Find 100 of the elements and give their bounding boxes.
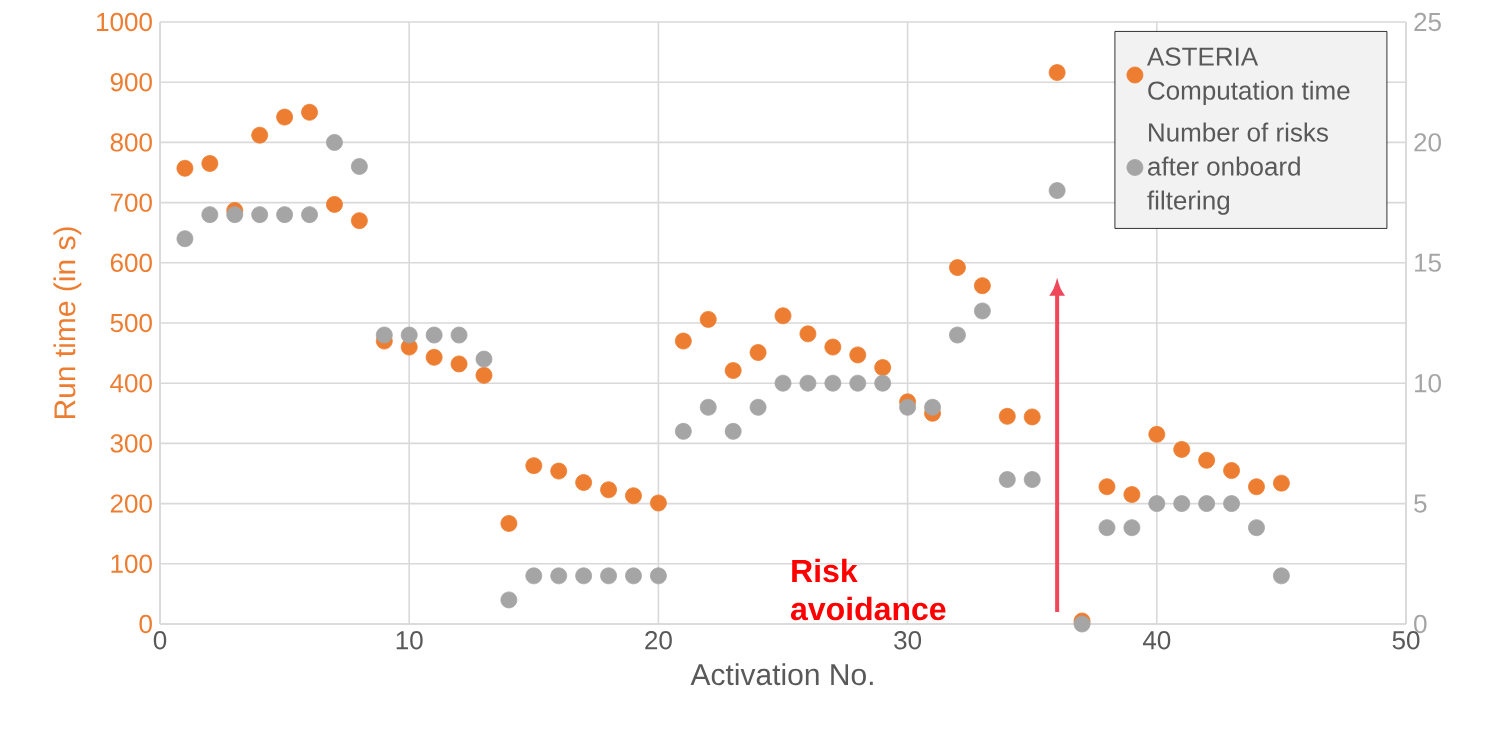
point (326, 133, 343, 151)
point (1173, 441, 1191, 458)
y-tick-label: 500 (110, 313, 152, 333)
y-tick-label: 100 (111, 554, 152, 573)
y-tick-label: 1000 (97, 12, 152, 32)
x-tick-label: 30 (894, 631, 922, 650)
point (1048, 182, 1066, 199)
point (924, 398, 941, 416)
point (650, 494, 667, 512)
point (350, 158, 368, 175)
point (1123, 486, 1141, 503)
point (1148, 495, 1166, 512)
point (973, 302, 991, 320)
point (1023, 408, 1041, 426)
point (849, 374, 867, 392)
y-tick-label: 400 (110, 373, 152, 393)
point (550, 462, 568, 480)
point (301, 103, 318, 121)
point (201, 206, 219, 224)
point (774, 307, 792, 325)
point (949, 259, 966, 277)
x-tick-label: 20 (645, 631, 672, 650)
point (1048, 64, 1066, 81)
point (824, 338, 842, 356)
point (1273, 474, 1290, 492)
point (276, 206, 294, 224)
x-axis-title: Activation No. (690, 663, 873, 686)
point (301, 206, 318, 224)
point (874, 359, 892, 376)
y-tick-label: 0 (139, 614, 152, 634)
point (749, 398, 767, 416)
point (699, 310, 717, 328)
point (450, 355, 468, 373)
point (575, 567, 593, 585)
point (1198, 451, 1216, 469)
legend-label: ASTERIA Computation time (1146, 47, 1350, 105)
point (450, 326, 468, 344)
point (600, 567, 617, 585)
y2-tick-label: 25 (1414, 12, 1441, 32)
y-tick-label: 200 (110, 494, 152, 513)
annotation: Risk avoidance (791, 558, 946, 621)
point (1098, 519, 1116, 537)
point (799, 325, 817, 343)
point (973, 277, 991, 295)
point (1223, 462, 1240, 479)
point (500, 515, 518, 532)
point (575, 474, 593, 491)
point (350, 212, 368, 230)
point (400, 326, 418, 344)
y-tick-label: 300 (110, 434, 152, 453)
legend-label: Number of risks after onboard filtering (1147, 122, 1328, 215)
point (550, 567, 568, 585)
point (525, 567, 543, 585)
y-tick-label: 800 (110, 133, 152, 152)
x-tick-label: 10 (396, 631, 423, 650)
point (1123, 519, 1141, 537)
y-axis-title: Run time (in s) (53, 227, 82, 419)
point (650, 567, 667, 585)
point (1248, 519, 1265, 537)
point (949, 326, 966, 344)
point (699, 398, 717, 416)
point (176, 159, 194, 177)
point (425, 348, 443, 366)
point (1098, 478, 1116, 496)
y2-tick-label: 10 (1415, 373, 1441, 393)
point (600, 481, 617, 499)
point (724, 362, 742, 379)
point (1223, 495, 1240, 512)
point (625, 487, 642, 505)
point (724, 422, 742, 440)
y2-tick-label: 20 (1414, 133, 1441, 152)
point (475, 350, 493, 368)
point (251, 206, 269, 224)
point (625, 567, 642, 585)
point (674, 422, 692, 440)
point (500, 591, 518, 609)
point (749, 344, 767, 361)
point (1248, 478, 1265, 496)
point (176, 230, 194, 248)
point (998, 407, 1016, 425)
point (849, 346, 867, 364)
point (824, 374, 842, 392)
x-tick-label: 40 (1142, 631, 1171, 650)
y2-tick-label: 5 (1414, 494, 1427, 513)
point (899, 398, 917, 416)
point (1148, 425, 1166, 443)
y-tick-label: 700 (110, 193, 152, 212)
point (874, 374, 892, 392)
x-tick-label: 0 (153, 631, 167, 650)
point (201, 155, 219, 172)
point (475, 366, 493, 384)
point (998, 471, 1016, 488)
point (1023, 471, 1041, 488)
point (1173, 495, 1191, 512)
point (276, 108, 294, 126)
point (375, 326, 393, 344)
point (251, 126, 269, 144)
point (326, 196, 343, 213)
point (226, 206, 244, 224)
y-tick-label: 900 (110, 72, 152, 92)
